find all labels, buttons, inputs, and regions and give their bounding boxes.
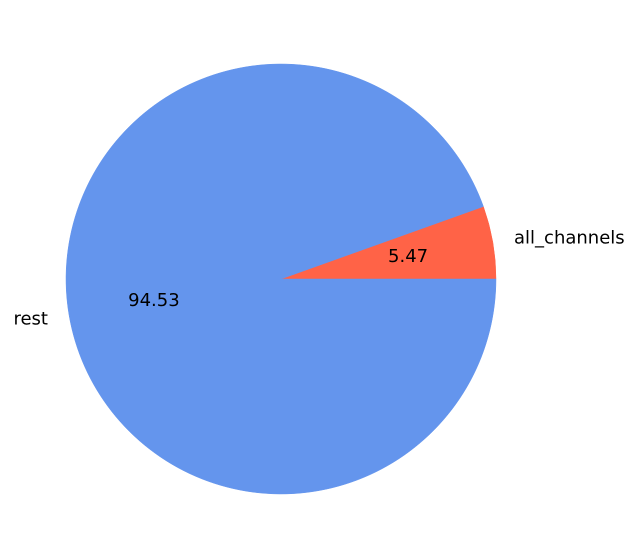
pie-labels: all_channels 5.47 rest 94.53 [13,228,624,330]
slice-value-rest: 94.53 [128,290,180,311]
slice-label-all-channels: all_channels [514,228,625,249]
pie-slice-rest [65,63,497,495]
pie-slices [65,63,497,495]
slice-label-rest: rest [13,308,48,329]
slice-value-all-channels: 5.47 [388,246,428,267]
